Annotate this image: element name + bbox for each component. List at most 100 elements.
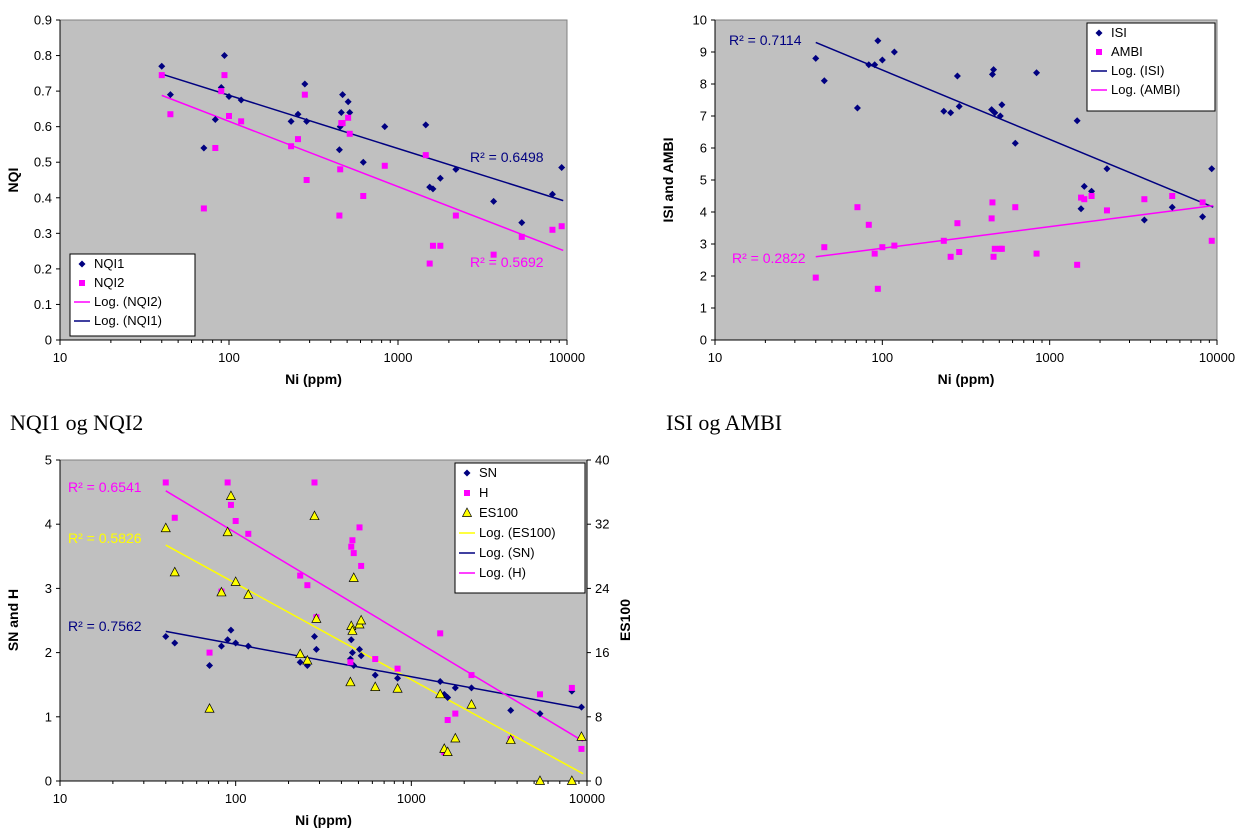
r2-label: R² = 0.5826 (68, 530, 142, 546)
x-tick-label: 100 (225, 791, 247, 806)
legend-marker (464, 490, 470, 496)
data-point-isi (1199, 213, 1207, 221)
data-point-isi (988, 70, 996, 78)
data-point-nqi1 (301, 80, 309, 88)
legend-label: Log. (NQI2) (94, 294, 162, 309)
data-point-nqi1 (225, 92, 233, 100)
data-point-isi (1080, 182, 1088, 190)
data-point-nqi2 (226, 113, 232, 119)
r2-label: R² = 0.5692 (470, 254, 544, 270)
data-point-nqi1 (337, 108, 345, 116)
data-point-nqi2 (294, 136, 301, 143)
data-point-nqi1 (452, 165, 460, 173)
data-point-isi (1077, 205, 1085, 213)
data-point-ambi (1074, 261, 1081, 268)
data-point-nqi1 (429, 185, 437, 193)
data-point-es100 (450, 732, 461, 743)
legend-label: H (479, 485, 488, 500)
data-point-ambi (988, 215, 995, 222)
x-tick-label: 1000 (397, 791, 426, 806)
data-point-isi (1088, 187, 1096, 195)
legend-label: Log. (H) (479, 565, 526, 580)
data-point-h (304, 582, 311, 589)
data-point-nqi2 (288, 143, 295, 150)
data-point-ambi (854, 204, 861, 211)
data-point-isi (853, 104, 861, 112)
data-point-nqi2 (200, 205, 207, 212)
data-point-isi (953, 72, 961, 80)
legend-marker (461, 507, 473, 517)
data-point-sn (436, 677, 444, 685)
data-point-h (372, 656, 379, 663)
data-point-nqi1 (294, 110, 302, 118)
x-tick-label: 10 (53, 350, 67, 365)
data-point-ambi (812, 274, 819, 281)
legend-label: AMBI (1111, 44, 1143, 59)
y2-tick-label: 40 (595, 453, 609, 468)
data-point-ambi (891, 242, 898, 249)
data-point-h (452, 710, 459, 717)
legend-label: Log. (NQI1) (94, 313, 162, 328)
data-point-sn (371, 671, 379, 679)
data-point-ambi (865, 221, 872, 228)
data-point-isi (1103, 165, 1111, 173)
data-point-ambi (871, 250, 878, 257)
data-point-es100 (309, 510, 320, 521)
legend-box (69, 253, 196, 337)
data-point-es100 (169, 566, 180, 577)
data-point-es100 (505, 734, 516, 744)
data-point-isi (947, 109, 955, 117)
y-tick-label: 2 (45, 645, 52, 660)
y-axis-label: NQI (5, 168, 21, 193)
data-point-nqi2 (218, 88, 225, 95)
r2-label: R² = 0.6498 (470, 149, 544, 165)
data-point-sn (467, 684, 475, 692)
legend: ISI AMBI Log. (ISI) Log. (AMBI) (1086, 22, 1216, 112)
data-point-h (358, 562, 365, 569)
data-point-ambi (1012, 204, 1019, 211)
y-tick-label: 0.5 (34, 155, 52, 170)
data-point-ambi (1103, 207, 1110, 214)
y2-tick-label: 32 (595, 517, 609, 532)
data-point-nqi1 (335, 146, 343, 154)
data-point-nqi2 (339, 120, 346, 127)
data-point-nqi1 (422, 121, 430, 129)
data-point-nqi1 (158, 62, 166, 70)
data-point-es100 (566, 775, 577, 785)
y-tick-label: 6 (700, 141, 707, 156)
legend-marker (1095, 29, 1103, 37)
data-point-nqi1 (558, 164, 566, 172)
r2-label: R² = 0.7114 (729, 32, 802, 48)
y-tick-label: 10 (693, 13, 707, 28)
y-tick-label: 5 (45, 453, 52, 468)
y-axis-label: SN and H (5, 589, 21, 651)
data-point-es100 (243, 589, 254, 599)
data-point-ambi (989, 199, 996, 206)
data-point-ambi (1033, 250, 1040, 257)
data-point-es100 (392, 682, 403, 693)
data-point-nqi2 (301, 91, 308, 98)
data-point-isi (990, 66, 998, 74)
legend-label: SN (479, 465, 497, 480)
y-tick-label: 9 (700, 45, 707, 60)
r2-label: R² = 0.6541 (68, 479, 142, 495)
data-point-nqi2 (238, 118, 245, 125)
legend-label: Log. (SN) (479, 545, 535, 560)
trendline-log-h- (165, 490, 584, 742)
data-point-ambi (954, 220, 961, 227)
data-point-isi (991, 109, 999, 117)
data-point-es100 (204, 703, 215, 713)
y-tick-label: 7 (700, 109, 707, 124)
data-point-nqi1 (548, 190, 556, 198)
data-point-nqi1 (490, 197, 498, 205)
data-point-nqi1 (166, 91, 174, 99)
data-point-sn (356, 645, 364, 653)
data-point-es100 (466, 699, 477, 709)
data-point-h (347, 659, 354, 666)
data-point-sn (206, 661, 214, 669)
data-point-ambi (874, 285, 881, 292)
y-tick-label: 0.8 (34, 48, 52, 63)
y-tick-label: 4 (45, 517, 52, 532)
data-point-h (437, 630, 444, 637)
